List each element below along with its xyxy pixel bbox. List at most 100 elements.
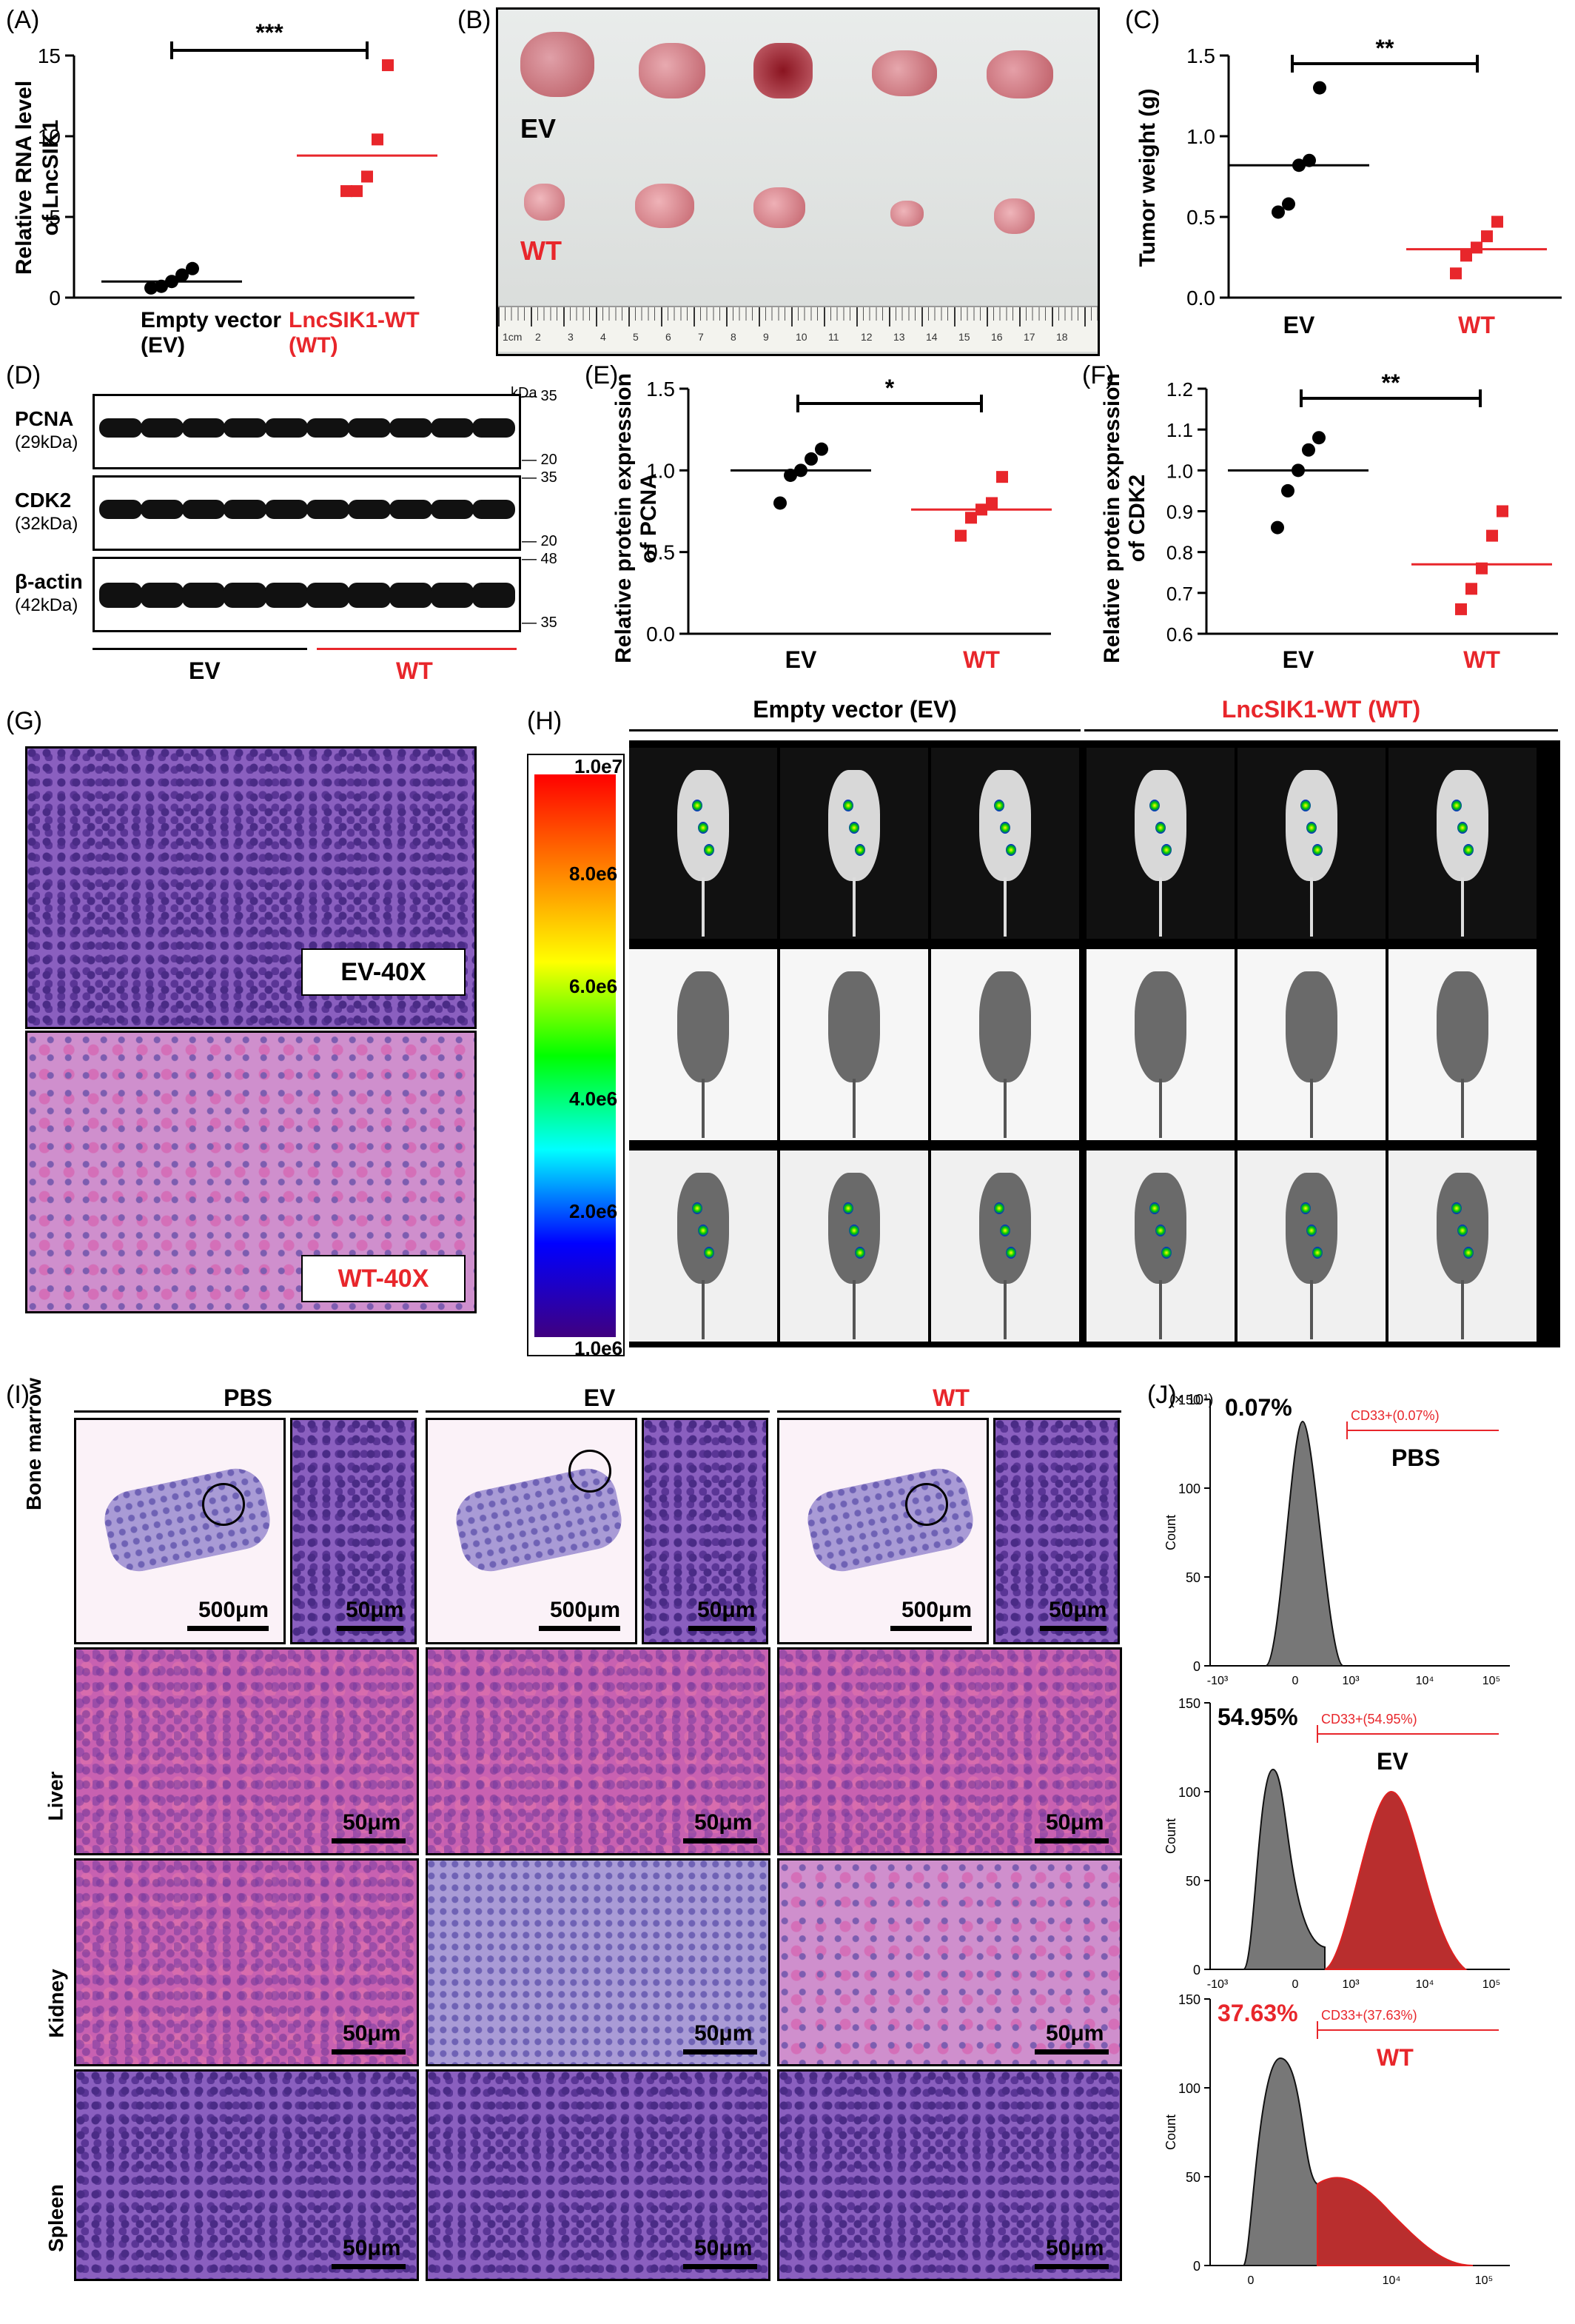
data-point: [186, 261, 199, 275]
scale-bar: [539, 1626, 620, 1631]
luminescence-spot: [692, 800, 702, 811]
ruler-label: 11: [828, 331, 839, 343]
y-tick-label: 15: [38, 44, 61, 67]
data-point: [1455, 603, 1467, 615]
i-row-spleen: Spleen: [44, 2184, 67, 2252]
i-row-liver: Liver: [44, 1771, 67, 1821]
bone-section: [98, 1463, 276, 1577]
ivis-cell: [931, 748, 1079, 939]
data-point: [1292, 158, 1306, 173]
x-tick-label: 10⁴: [1416, 1978, 1434, 1991]
luminescence-spot: [855, 844, 865, 856]
y-tick-label: 1.0: [646, 459, 675, 482]
xlabel-a-wt-1: LncSIK1-WT: [289, 308, 420, 332]
luminescence-spot: [1155, 822, 1166, 834]
percent-label: 0.07%: [1225, 1394, 1292, 1421]
panel-label-f: (F): [1082, 361, 1115, 389]
mouse-body: [1286, 971, 1337, 1082]
luminescence-spot: [1306, 1225, 1317, 1236]
chart-e: 0.0 0.5 1.0 1.5 * Relative protein expressi…: [611, 373, 1052, 673]
j-exp: (× 10¹): [1169, 1392, 1214, 1408]
blot-band: [265, 418, 308, 438]
blot-band: [182, 418, 225, 438]
blot-marker: — 20: [522, 533, 557, 549]
luminescence-spot: [1161, 1247, 1172, 1259]
data-point: [815, 442, 828, 456]
blot-band: [224, 583, 266, 608]
ruler-label: 5: [633, 331, 639, 343]
data-point: [1302, 443, 1315, 457]
luminescence-spot: [994, 1202, 1004, 1214]
tumor-wt-1: [524, 184, 565, 221]
y-tick-label: 100: [1178, 2081, 1200, 2096]
chart-c: 0.0 0.5 1.0 1.5 ** Tumor weight (g) EV WT: [1135, 35, 1562, 338]
y-tick-label: 0.5: [1186, 206, 1215, 229]
sig-c: **: [1376, 35, 1394, 61]
data-point: [382, 59, 394, 72]
percent-label: 54.95%: [1218, 1704, 1298, 1730]
luminescence-spot: [849, 822, 859, 834]
ylabel-a-1: Relative RNA level: [12, 81, 36, 275]
histogram-negative: [1243, 1768, 1326, 1970]
ruler-label: 4: [600, 331, 606, 343]
histogram-positive: [1324, 1790, 1468, 1970]
scale-label: 50μm: [694, 2236, 753, 2260]
panel-label-e: (E): [585, 361, 619, 389]
histogram-negative: [1243, 2057, 1318, 2266]
mouse-tail: [702, 877, 705, 937]
panel-label-c: (C): [1125, 6, 1161, 34]
zoom-circle: [568, 1450, 611, 1493]
sig-a: ***: [255, 19, 283, 46]
blot-band: [472, 583, 515, 608]
y-tick-label: 1.5: [1186, 44, 1215, 67]
data-point: [805, 452, 818, 466]
y-tick-label: 5: [49, 206, 61, 229]
ivis-cell: [1388, 949, 1537, 1140]
ruler-label: 10: [796, 331, 807, 343]
mouse-body: [979, 971, 1031, 1082]
data-point: [1282, 197, 1295, 211]
scale-bar: [683, 1838, 757, 1844]
sample-label: EV: [1377, 1748, 1408, 1775]
chart-f: 0.6 0.7 0.8 0.9 1.0 1.1 1.2 ** Relative protei…: [1100, 369, 1558, 673]
i-line-2: [426, 1410, 770, 1413]
scale-bar: [187, 1626, 269, 1631]
y-tick-label: 0.5: [646, 541, 675, 564]
y-tick-label: 100: [1178, 1785, 1200, 1800]
y-tick-label: 0: [49, 287, 61, 309]
scale-bar: [332, 1838, 406, 1844]
mouse-tail: [1159, 1079, 1162, 1138]
scale-label: 50μm: [1049, 1598, 1107, 1622]
blot-marker: — 35: [522, 469, 557, 486]
ruler-label: 18: [1056, 331, 1068, 343]
sig-f: **: [1382, 369, 1400, 396]
mouse-tail: [853, 1079, 856, 1138]
data-point: [351, 185, 363, 198]
scale-label: 50μm: [343, 1810, 401, 1835]
y-tick-label: 10: [38, 125, 61, 148]
ivis-cell: [1087, 1151, 1235, 1342]
scale-label: 2.0e6: [569, 1200, 618, 1222]
data-point: [1303, 153, 1316, 167]
ivis-cell: [1087, 748, 1235, 939]
x-tick-label: 10⁴: [1416, 1675, 1434, 1687]
luminescence-spot: [1451, 1202, 1462, 1214]
scale-label: 500μm: [901, 1598, 973, 1622]
blot-strip: [93, 394, 521, 469]
mouse-tail: [1004, 877, 1007, 937]
gate-label: CD33+(54.95%): [1321, 1712, 1417, 1727]
scale-label: 50μm: [1046, 2021, 1104, 2046]
i-col-pbs: PBS: [224, 1384, 272, 1411]
histogram-negative: [1265, 1420, 1344, 1667]
mouse-tail: [1310, 1079, 1313, 1138]
y-tick-label: 1.2: [1166, 378, 1193, 401]
data-point: [794, 463, 807, 478]
h-wt-line: [1084, 729, 1558, 731]
luminescence-spot: [843, 800, 853, 811]
scale-label: 50μm: [1046, 2236, 1104, 2260]
ruler-label: 7: [698, 331, 704, 343]
chart-a: 0 5 10 15 *** Relative RNA level of LncSIK1…: [12, 19, 437, 358]
tissue-image: 50μm: [426, 1647, 770, 1855]
y-tick-label: 0.0: [646, 623, 675, 646]
y-tick-label: 0: [1193, 2259, 1200, 2274]
